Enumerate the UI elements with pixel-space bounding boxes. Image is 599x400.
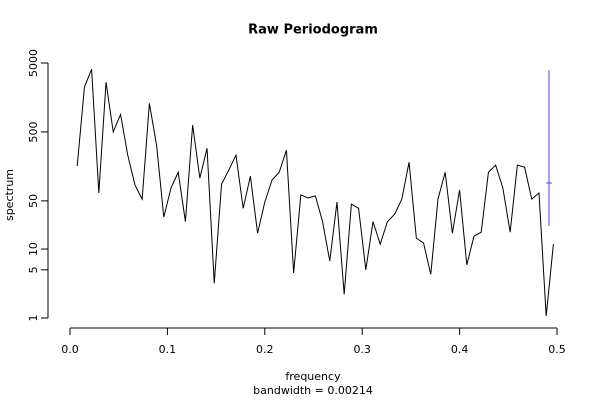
chart-title: Raw Periodogram (248, 23, 378, 38)
y-tick-label: 5 (27, 266, 40, 273)
x-tick-label: 0.2 (256, 343, 274, 356)
y-tick-label: 5000 (27, 49, 40, 77)
x-axis-label: frequency (285, 370, 341, 383)
x-tick-label: 0.1 (159, 343, 177, 356)
subtitle: bandwidth = 0.00214 (253, 384, 373, 397)
y-tick-label: 50 (27, 194, 40, 208)
y-tick-label: 10 (27, 242, 40, 256)
spectrum-line (76, 69, 554, 317)
y-tick-label: 500 (27, 121, 40, 142)
y-tick-label: 1 (27, 315, 40, 322)
x-tick-label: 0.3 (353, 343, 371, 356)
x-tick-label: 0.0 (61, 343, 79, 356)
x-tick-label: 0.4 (451, 343, 469, 356)
x-tick-label: 0.5 (548, 343, 566, 356)
y-axis-label: spectrum (3, 169, 16, 221)
